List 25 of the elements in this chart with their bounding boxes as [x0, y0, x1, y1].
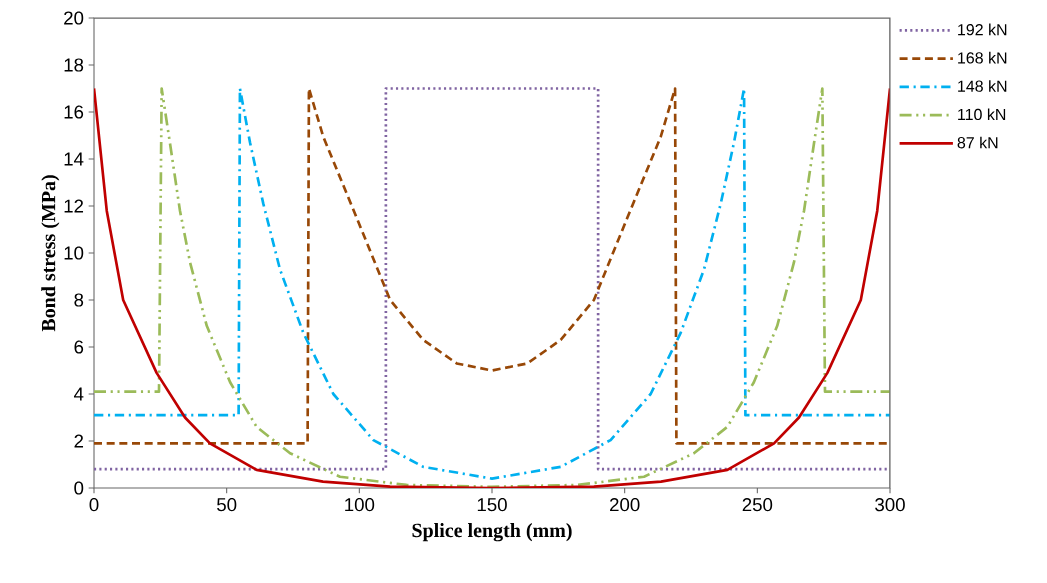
- y-tick-label: 6: [74, 340, 84, 354]
- x-tick-label: 0: [89, 498, 99, 512]
- y-axis-title: Bond stress (MPa): [41, 175, 60, 332]
- x-axis-title: Splice length (mm): [412, 523, 572, 542]
- y-tick-label: 0: [74, 481, 84, 495]
- y-tick-label: 16: [64, 105, 84, 119]
- legend-label: 148 kN: [958, 80, 1007, 92]
- legend-label: 110 kN: [958, 108, 1006, 121]
- x-tick-label: 200: [610, 498, 640, 512]
- y-tick-label: 2: [74, 434, 84, 448]
- y-tick-label: 20: [64, 11, 84, 25]
- x-tick-label: 250: [742, 498, 773, 512]
- y-tick-label: 14: [64, 152, 84, 166]
- y-tick-label: 4: [73, 387, 84, 401]
- x-tick-label: 100: [345, 498, 375, 512]
- legend-label: 168 kN: [958, 51, 1007, 64]
- x-tick-label: 150: [477, 498, 507, 512]
- legend-label: 87 kN: [957, 136, 998, 149]
- y-tick-label: 8: [74, 293, 84, 307]
- x-tick-label: 300: [875, 498, 905, 512]
- legend-label: 192 kN: [958, 23, 1007, 36]
- x-tick-label: 50: [217, 498, 237, 512]
- y-tick-label: 10: [64, 246, 84, 260]
- y-tick-label: 18: [64, 58, 84, 72]
- y-tick-label: 12: [64, 199, 84, 213]
